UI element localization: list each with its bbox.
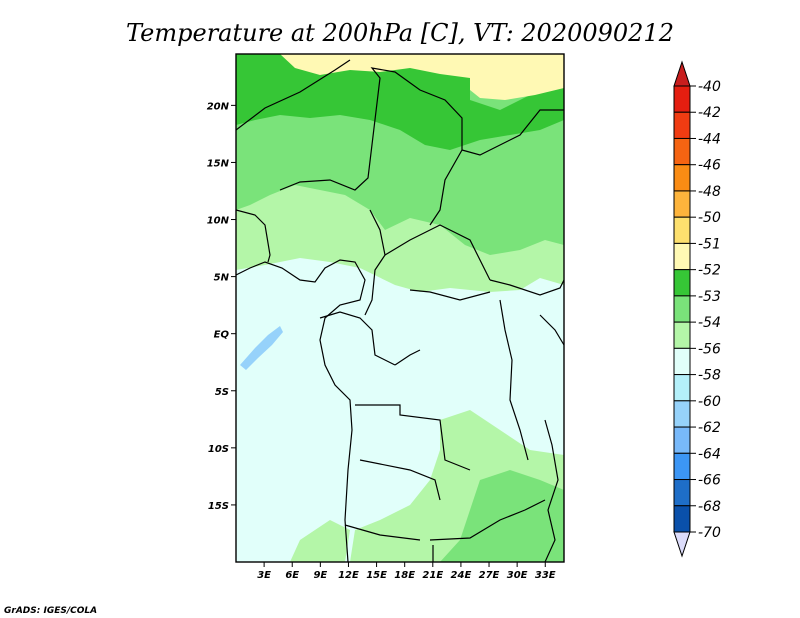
map-area <box>236 54 564 562</box>
colorbar-label: -64 <box>698 446 721 462</box>
colorbar-swatch <box>673 216 691 244</box>
colorbar-label: -50 <box>698 210 721 226</box>
field-region-minus52 <box>236 54 564 150</box>
colorbar-label: -60 <box>698 394 721 410</box>
colorbar-label: -66 <box>698 473 721 489</box>
colorbar-swatch <box>673 479 691 507</box>
colorbar-swatch <box>673 137 691 166</box>
lon-axis: 3E 6E 9E 12E 15E 18E 21E 24E 27E 30E 33E <box>257 562 556 581</box>
colorbar: -40 -42 -44 -46 -48 -50 -51 -52 -53 -54 -56 -58 -60 -… <box>673 60 721 558</box>
lat-tick-label: 15N <box>207 158 230 169</box>
field-region-minus54-coast <box>290 520 350 562</box>
lat-tick-label: 5S <box>215 387 229 398</box>
lon-tick-label: 6E <box>285 570 299 581</box>
colorbar-swatch <box>673 111 691 139</box>
lon-tick-label: 9E <box>313 570 327 581</box>
map-frame <box>235 53 565 563</box>
colorbar-swatch <box>673 505 691 533</box>
colorbar-label: -46 <box>698 158 721 174</box>
colorbar-bottom-arrow <box>673 531 691 558</box>
colorbar-swatch <box>673 269 691 297</box>
lon-tick-label: 30E <box>507 570 528 581</box>
colorbar-label: -40 <box>698 79 721 95</box>
grads-credit: GrADS: IGES/COLA <box>4 606 97 616</box>
colorbar-label: -62 <box>698 420 721 436</box>
lat-tick-label: 15S <box>208 501 229 512</box>
colorbar-swatch <box>673 374 691 402</box>
borders <box>236 59 564 562</box>
field-region-minus58 <box>240 326 283 370</box>
colorbar-label: -56 <box>698 341 721 357</box>
colorbar-swatch <box>673 321 691 349</box>
lon-tick-label: 21E <box>422 570 443 581</box>
colorbar-swatch <box>673 164 691 192</box>
colorbar-swatch <box>673 400 691 428</box>
field-region-minus51 <box>470 54 564 100</box>
colorbar-label: -52 <box>698 263 721 279</box>
colorbar-label: -48 <box>698 184 721 200</box>
lon-tick-label: 3E <box>257 570 271 581</box>
colorbar-swatch <box>673 190 691 218</box>
colorbar-label: -51 <box>698 236 721 252</box>
colorbar-swatch <box>673 85 691 113</box>
colorbar-swatch <box>673 347 691 376</box>
colorbar-swatch <box>673 242 691 271</box>
lat-tick-label: EQ <box>214 330 230 341</box>
colorbar-swatch <box>673 295 691 323</box>
lon-tick-label: 15E <box>366 570 387 581</box>
colorbar-label: -54 <box>698 315 721 331</box>
lon-tick-label: 27E <box>479 570 500 581</box>
lat-tick-label: 20N <box>207 101 230 112</box>
map-title: Temperature at 200hPa [C], VT: 202009021… <box>126 19 674 47</box>
lon-tick-label: 12E <box>338 570 359 581</box>
lat-tick-label: 10S <box>208 444 229 455</box>
colorbar-top-arrow <box>673 60 691 87</box>
lat-tick-label: 10N <box>207 216 230 227</box>
colorbar-label: -68 <box>698 499 721 515</box>
colorbar-swatch <box>673 426 691 454</box>
field-region-minus51-north <box>280 54 470 78</box>
colorbar-label: -42 <box>698 105 721 121</box>
colorbar-swatch <box>673 452 691 481</box>
lon-tick-label: 24E <box>451 570 472 581</box>
colorbar-label: -58 <box>698 368 721 384</box>
lon-tick-label: 18E <box>394 570 415 581</box>
field-region-minus53-south <box>440 470 564 562</box>
lat-tick-label: 5N <box>214 273 230 284</box>
colorbar-label: -70 <box>698 525 721 541</box>
colorbar-label: -53 <box>698 289 721 305</box>
lat-axis: 20N 15N 10N 5N EQ 5S 10S 15S <box>207 101 236 512</box>
lon-tick-label: 33E <box>535 570 556 581</box>
colorbar-label: -44 <box>698 131 721 147</box>
